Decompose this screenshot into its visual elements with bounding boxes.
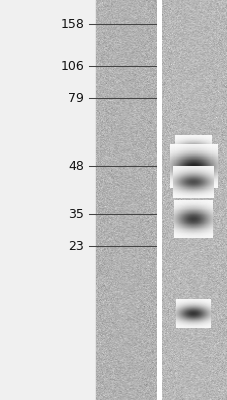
Text: 106: 106	[60, 60, 84, 72]
Bar	[0, 0, 95, 400]
Text: 79: 79	[68, 92, 84, 104]
Text: 158: 158	[60, 18, 84, 30]
Bar	[161, 0, 227, 400]
Bar	[95, 0, 155, 400]
Text: 35: 35	[68, 208, 84, 220]
Text: 48: 48	[68, 160, 84, 172]
Text: 23: 23	[68, 240, 84, 252]
Bar	[155, 0, 161, 400]
